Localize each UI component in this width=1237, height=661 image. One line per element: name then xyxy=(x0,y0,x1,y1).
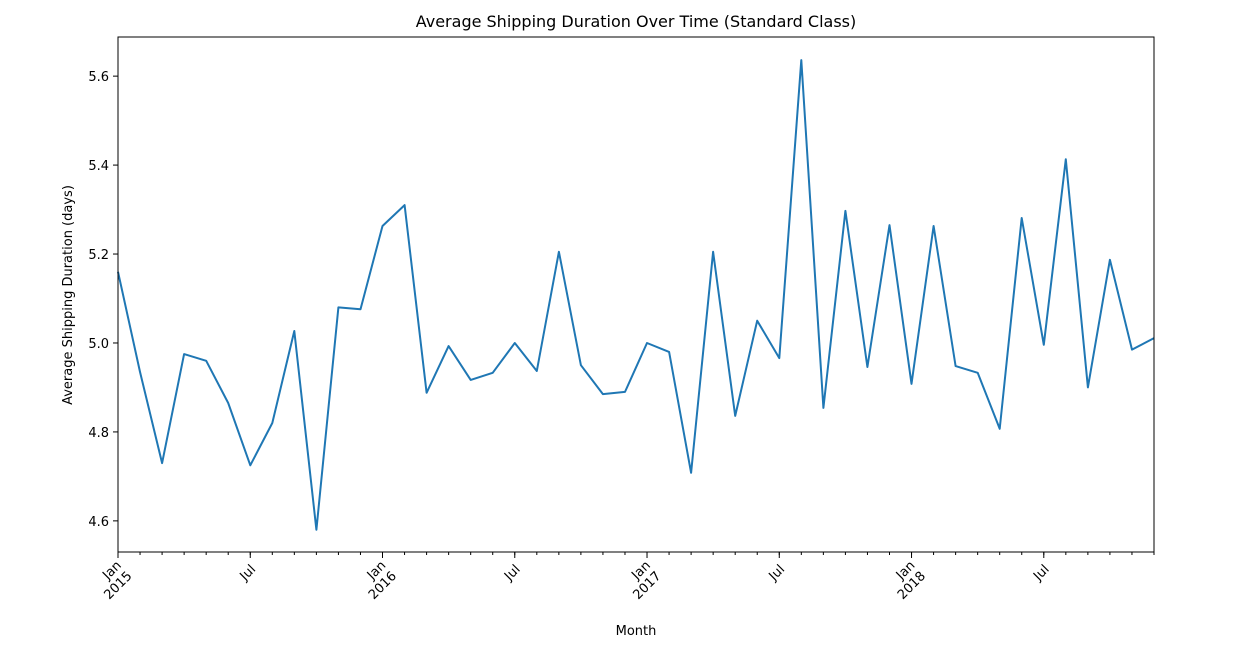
plot-frame xyxy=(117,36,1155,553)
x-tick-label: Jan2015 xyxy=(91,558,136,603)
x-tick-label: Jan2018 xyxy=(884,558,929,603)
y-tick-label: 4.8 xyxy=(88,426,109,441)
y-tick-label: 5.4 xyxy=(88,159,109,174)
y-axis-label: Average Shipping Duration (days) xyxy=(61,185,76,405)
x-tick-label: Jul xyxy=(766,562,788,584)
data-line xyxy=(117,59,1155,531)
x-tick-label-line: Jul xyxy=(766,562,788,584)
x-tick-label: Jul xyxy=(501,562,523,584)
x-tick-label: Jan2017 xyxy=(620,558,665,603)
chart-title: Average Shipping Duration Over Time (Sta… xyxy=(416,12,857,31)
y-tick-label: 5.6 xyxy=(88,70,109,85)
y-tick-label: 5.0 xyxy=(88,337,109,352)
x-tick-label-line: Jul xyxy=(1030,562,1052,584)
x-tick-label: Jul xyxy=(237,562,259,584)
y-tick-label: 5.2 xyxy=(88,248,109,263)
x-tick-label: Jul xyxy=(1030,562,1052,584)
x-tick-label-line: Jul xyxy=(237,562,259,584)
x-tick-label: Jan2016 xyxy=(355,558,400,603)
x-tick-label-line: Jul xyxy=(501,562,523,584)
x-axis-label: Month xyxy=(616,624,657,639)
y-tick-label: 4.6 xyxy=(88,515,109,530)
